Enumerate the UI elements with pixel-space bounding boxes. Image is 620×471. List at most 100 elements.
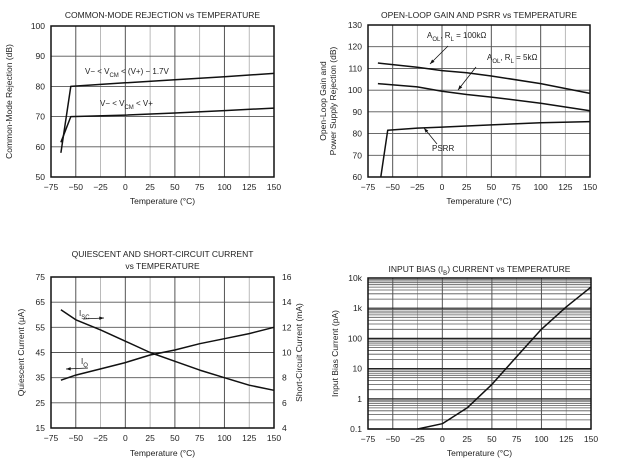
- y-axis-label: Input Bias Current (pA): [330, 310, 340, 397]
- series-line: [377, 82, 591, 112]
- text-part: A: [487, 53, 493, 62]
- subscript: OL: [432, 37, 441, 43]
- text-part: < (V+) − 1.7V: [119, 67, 170, 76]
- grid: [367, 24, 591, 178]
- subscript: OL: [492, 59, 501, 65]
- text-part: = 5kΩ: [514, 53, 538, 62]
- y2-axis-label: Short-Circuit Current (mA): [294, 303, 304, 402]
- x-tick-label: −25: [410, 434, 425, 444]
- x-tick-label: 50: [487, 182, 497, 192]
- x-tick-label: 75: [195, 433, 205, 443]
- x-tick-label: −75: [44, 182, 59, 192]
- x-tick-label: 0: [440, 434, 445, 444]
- x-axis-label: Temperature (°C): [130, 196, 195, 206]
- series-line: [417, 286, 592, 430]
- y-tick-label: 45: [36, 348, 46, 358]
- x-tick-label: 75: [512, 434, 522, 444]
- y2-tick-label: 8: [282, 373, 287, 383]
- series-line: [60, 309, 275, 392]
- y-tick-label: 15: [36, 423, 46, 433]
- subscript: CM: [124, 105, 133, 111]
- x-tick-label: −50: [385, 182, 400, 192]
- arrow-head-icon: [66, 367, 71, 371]
- series-line: [377, 62, 591, 95]
- text-part: = 100kΩ: [454, 31, 486, 40]
- y-tick-label: 25: [36, 398, 46, 408]
- y-tick-label: 130: [348, 20, 362, 30]
- x-axis-label: Temperature (°C): [446, 196, 511, 206]
- x-tick-label: 125: [242, 182, 256, 192]
- subscript: SC: [81, 315, 90, 321]
- x-tick-label: 50: [170, 182, 180, 192]
- y-tick-label: 100: [31, 21, 45, 31]
- x-tick-label: 100: [534, 182, 548, 192]
- arrow-head-icon: [430, 59, 435, 64]
- arrow-line: [457, 66, 477, 91]
- text-part: COMMON-MODE REJECTION vs TEMPERATURE: [65, 10, 261, 20]
- y-tick-label: 10: [353, 364, 363, 374]
- y2-tick-label: 16: [282, 272, 292, 282]
- x-tick-label: 25: [462, 434, 472, 444]
- text-part: V− < V: [85, 67, 110, 76]
- y-axis-label: Quiescent Current (μA): [16, 309, 26, 397]
- y2-tick-label: 4: [282, 423, 287, 433]
- series-label: V− < VCM < V+: [100, 99, 153, 111]
- y-axis-label: Common-Mode Rejection (dB): [4, 44, 14, 159]
- y-tick-label: 100: [348, 333, 362, 343]
- y-tick-label: 110: [348, 63, 362, 73]
- x-tick-label: −25: [93, 433, 108, 443]
- plot-frame: [367, 24, 591, 178]
- x-tick-label: −75: [44, 433, 59, 443]
- x-tick-label: −75: [361, 434, 376, 444]
- y-tick-label: 55: [36, 322, 46, 332]
- y-tick-label: 120: [348, 42, 362, 52]
- text-part: A: [427, 31, 433, 40]
- grid: [50, 25, 275, 178]
- y-tick-label: 70: [36, 112, 46, 122]
- y-tick-label: 35: [36, 373, 46, 383]
- chart-4: −75 −50 −25 0 25 50 75 100 125 150 0.1 1 10 100 1k 10k I…: [330, 264, 598, 458]
- x-tick-label: 0: [123, 433, 128, 443]
- y-tick-label: 80: [36, 81, 46, 91]
- series-label: AOL, RL = 5kΩ: [487, 53, 538, 65]
- arrow-head-icon: [458, 85, 463, 90]
- series-line: [60, 326, 275, 381]
- x-tick-label: 100: [217, 182, 231, 192]
- x-tick-label: 150: [583, 182, 597, 192]
- series-label: AOL, RL = 100kΩ: [427, 31, 486, 43]
- y-tick-label: 0.1: [350, 424, 362, 434]
- subscript: L: [451, 37, 455, 43]
- chart-1: −75 −50 −25 0 25 50 75 100 125 150 50 60 70 80 90 100 CO…: [4, 10, 281, 206]
- x-axis-label: Temperature (°C): [447, 448, 512, 458]
- x-tick-label: −50: [69, 433, 84, 443]
- x-tick-label: 50: [170, 433, 180, 443]
- text-part: QUIESCENT AND SHORT-CIRCUIT CURRENT: [72, 249, 254, 259]
- y-tick-label: 60: [36, 142, 46, 152]
- plot-frame: [50, 25, 275, 178]
- chart-title: COMMON-MODE REJECTION vs TEMPERATURE: [65, 10, 261, 20]
- y-tick-label: 70: [353, 150, 363, 160]
- y2-tick-label: 10: [282, 348, 292, 358]
- chart-title: INPUT BIAS (IB) CURRENT vs TEMPERATURE: [389, 264, 571, 277]
- y-tick-label: 65: [36, 297, 46, 307]
- y-tick-label: 1: [357, 394, 362, 404]
- x-tick-label: 150: [267, 433, 281, 443]
- series-line: [380, 120, 591, 178]
- chart-title: QUIESCENT AND SHORT-CIRCUIT CURRENT: [72, 249, 254, 259]
- x-tick-label: 25: [462, 182, 472, 192]
- y-tick-label: 90: [353, 107, 363, 117]
- text-part: , R: [440, 31, 450, 40]
- x-tick-label: 75: [195, 182, 205, 192]
- x-tick-label: 25: [145, 182, 155, 192]
- x-tick-label: −25: [410, 182, 425, 192]
- x-tick-label: 100: [534, 434, 548, 444]
- subscript: B: [443, 271, 447, 277]
- y2-tick-label: 14: [282, 297, 292, 307]
- grid: [367, 278, 592, 430]
- x-axis-label: Temperature (°C): [130, 448, 195, 458]
- y-tick-label: 60: [353, 172, 363, 182]
- plot-frame: [50, 276, 275, 429]
- chart-subtitle: vs TEMPERATURE: [125, 261, 200, 271]
